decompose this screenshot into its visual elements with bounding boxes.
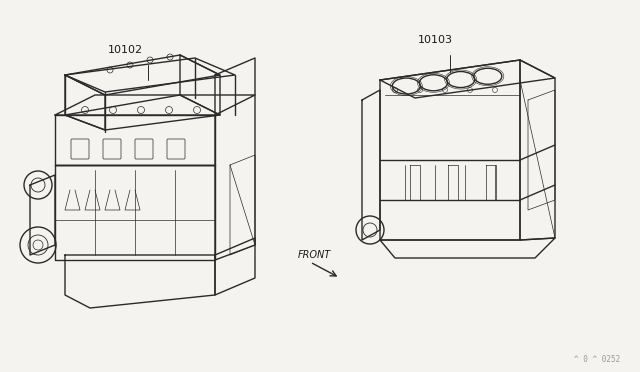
Text: ^ 0 ^ 0252: ^ 0 ^ 0252 [573, 355, 620, 364]
Text: 10102: 10102 [108, 45, 143, 55]
Text: 10103: 10103 [418, 35, 453, 45]
Text: FRONT: FRONT [298, 250, 332, 260]
